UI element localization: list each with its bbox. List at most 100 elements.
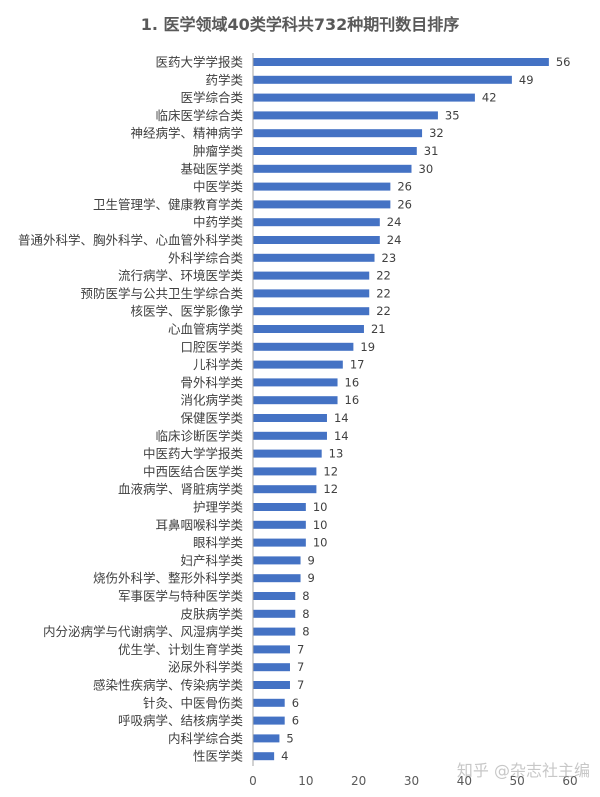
category-label-1: 医药大学学报类 bbox=[155, 55, 243, 70]
category-label-24: 中西医结合医学类 bbox=[143, 464, 244, 479]
bar-32 bbox=[253, 609, 296, 618]
category-label-33: 内分泌病学与代谢病学、风湿病学类 bbox=[43, 624, 244, 639]
bar-14 bbox=[253, 289, 370, 298]
value-label-38: 6 bbox=[292, 714, 299, 728]
value-label-4: 35 bbox=[445, 108, 460, 122]
bar-21 bbox=[253, 414, 327, 422]
bar-27 bbox=[253, 520, 306, 529]
category-label-10: 中药学类 bbox=[193, 215, 244, 230]
bar-20 bbox=[253, 396, 338, 405]
bar-25 bbox=[253, 485, 317, 494]
value-label-13: 22 bbox=[376, 269, 391, 283]
bar-1 bbox=[253, 58, 549, 66]
tick-label-40: 40 bbox=[457, 774, 472, 788]
bar-10 bbox=[253, 218, 380, 227]
value-axis-ticks: 0 10 20 30 40 50 60 bbox=[249, 774, 577, 788]
value-label-37: 6 bbox=[292, 696, 299, 710]
bar-9 bbox=[253, 200, 391, 209]
category-label-29: 妇产科学类 bbox=[180, 553, 243, 568]
category-label-14: 预防医学与公共卫生学综合类 bbox=[80, 286, 243, 301]
value-label-7: 30 bbox=[419, 162, 434, 176]
value-label-23: 13 bbox=[329, 447, 344, 461]
value-label-15: 22 bbox=[376, 304, 391, 318]
watermark: 知乎 @杂志社主编 bbox=[457, 761, 590, 780]
value-label-28: 10 bbox=[313, 536, 328, 550]
category-label-23: 中医药大学学报类 bbox=[143, 446, 244, 461]
bar-24 bbox=[253, 467, 317, 476]
category-label-11: 普通外科学、胸外科学、心血管外科学类 bbox=[18, 233, 244, 248]
value-label-32: 8 bbox=[302, 607, 309, 621]
category-label-40: 性医学类 bbox=[193, 749, 244, 764]
bar-39 bbox=[253, 734, 280, 743]
bar-16 bbox=[253, 325, 364, 333]
bar-33 bbox=[253, 627, 296, 636]
value-label-8: 26 bbox=[397, 180, 412, 194]
category-label-25: 血液病学、肾脏病学类 bbox=[118, 482, 244, 497]
bar-15 bbox=[253, 307, 370, 316]
value-label-18: 17 bbox=[350, 358, 365, 372]
category-label-27: 耳鼻咽喉科学类 bbox=[155, 517, 243, 532]
category-label-7: 基础医学类 bbox=[180, 161, 243, 176]
bars-group bbox=[253, 58, 549, 761]
bar-3 bbox=[253, 93, 475, 102]
category-label-26: 护理学类 bbox=[193, 500, 244, 515]
category-label-37: 针灸、中医骨伤类 bbox=[143, 695, 244, 710]
bar-23 bbox=[253, 449, 322, 458]
category-label-16: 心血管病学类 bbox=[168, 322, 244, 337]
bar-18 bbox=[253, 360, 343, 369]
value-label-40: 4 bbox=[281, 749, 288, 763]
category-label-32: 皮肤病学类 bbox=[180, 606, 243, 621]
tick-label-60: 60 bbox=[562, 774, 577, 788]
bar-11 bbox=[253, 236, 380, 244]
value-labels: 5649423532313026262424232222222119171616… bbox=[281, 55, 570, 763]
category-label-20: 消化病学类 bbox=[180, 393, 243, 408]
value-label-19: 16 bbox=[345, 375, 360, 389]
value-label-12: 23 bbox=[382, 251, 397, 265]
category-label-21: 保健医学类 bbox=[180, 411, 243, 426]
value-label-27: 10 bbox=[313, 518, 328, 532]
category-label-35: 泌尿外科学类 bbox=[168, 660, 244, 675]
bar-17 bbox=[253, 342, 354, 351]
value-label-16: 21 bbox=[371, 322, 386, 336]
bar-5 bbox=[253, 129, 423, 138]
value-label-6: 31 bbox=[424, 144, 439, 158]
category-label-22: 临床诊断医学类 bbox=[155, 428, 243, 443]
tick-label-10: 10 bbox=[298, 774, 313, 788]
category-label-5: 神经病学、精神病学 bbox=[130, 126, 243, 141]
category-label-36: 感染性疾病学、传染病学类 bbox=[93, 678, 244, 693]
bar-28 bbox=[253, 538, 306, 547]
category-label-2: 药学类 bbox=[205, 72, 243, 87]
category-label-28: 眼科学类 bbox=[193, 535, 244, 550]
bar-22 bbox=[253, 431, 327, 440]
category-label-6: 肿瘤学类 bbox=[193, 144, 244, 159]
bar-26 bbox=[253, 503, 306, 511]
chart-title: 1. 医学领域40类学科共732种期刊数目排序 bbox=[141, 15, 459, 34]
category-label-13: 流行病学、环境医学类 bbox=[118, 268, 244, 283]
value-label-35: 7 bbox=[297, 660, 304, 674]
category-label-4: 临床医学综合类 bbox=[155, 108, 243, 123]
bar-34 bbox=[253, 645, 290, 654]
category-label-34: 优生学、计划生育学类 bbox=[118, 642, 244, 657]
category-label-38: 呼吸病学、结核病学类 bbox=[118, 713, 244, 728]
category-label-30: 烧伤外科学、整形外科学类 bbox=[93, 571, 244, 586]
value-label-30: 9 bbox=[308, 571, 315, 585]
value-label-21: 14 bbox=[334, 411, 349, 425]
value-label-2: 49 bbox=[519, 73, 534, 87]
bar-7 bbox=[253, 164, 412, 173]
value-label-22: 14 bbox=[334, 429, 349, 443]
category-label-12: 外科学综合类 bbox=[168, 250, 244, 265]
bar-12 bbox=[253, 253, 375, 262]
tick-label-50: 50 bbox=[510, 774, 525, 788]
bar-2 bbox=[253, 75, 512, 84]
category-labels: 医药大学学报类药学类医学综合类临床医学综合类神经病学、精神病学肿瘤学类基础医学类… bbox=[18, 55, 244, 764]
value-label-31: 8 bbox=[302, 589, 309, 603]
category-label-39: 内科学综合类 bbox=[168, 731, 244, 746]
tick-label-0: 0 bbox=[249, 774, 257, 788]
tick-label-20: 20 bbox=[351, 774, 366, 788]
bar-30 bbox=[253, 574, 301, 583]
value-label-34: 7 bbox=[297, 642, 304, 656]
value-label-1: 56 bbox=[556, 55, 571, 69]
value-label-9: 26 bbox=[397, 197, 412, 211]
category-label-8: 中医学类 bbox=[193, 179, 244, 194]
